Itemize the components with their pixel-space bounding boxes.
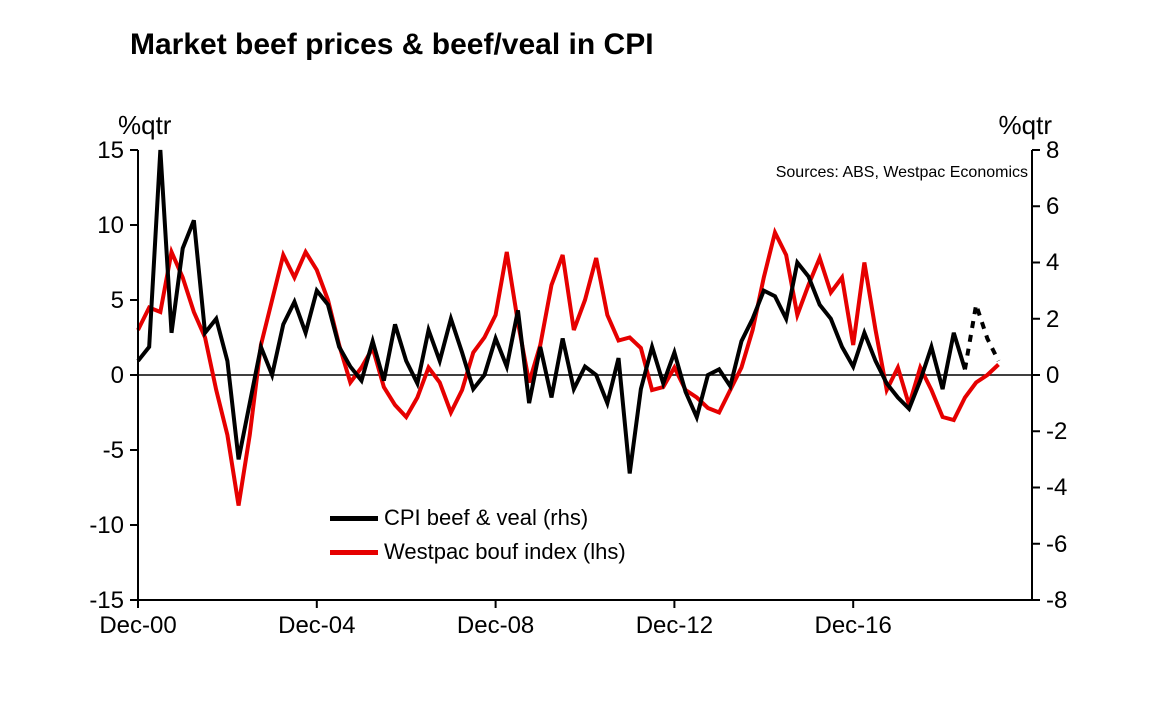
y-right-tick-label: 2 (1046, 306, 1059, 334)
y-right-tick-label: 6 (1046, 193, 1059, 221)
y-left-tick-label: 15 (97, 137, 124, 165)
y-right-tick-label: 4 (1046, 249, 1059, 277)
y-left-unit: %qtr (118, 110, 171, 141)
y-left-tick-label: 10 (97, 212, 124, 240)
y-right-tick-label: -2 (1046, 418, 1067, 446)
y-right-tick-label: 8 (1046, 137, 1059, 165)
x-tick-label: Dec-04 (262, 612, 372, 640)
legend-item: CPI beef & veal (rhs) (330, 505, 626, 531)
series-forecast-dashed (965, 305, 999, 370)
x-tick-label: Dec-08 (441, 612, 551, 640)
y-right-tick-label: 0 (1046, 362, 1059, 390)
y-left-tick-label: -10 (89, 512, 124, 540)
legend-swatch (330, 516, 378, 521)
y-right-tick-label: -6 (1046, 531, 1067, 559)
sources-label: Sources: ABS, Westpac Economics (776, 164, 1028, 182)
x-tick-label: Dec-12 (619, 612, 729, 640)
y-left-tick-label: 0 (111, 362, 124, 390)
y-right-tick-label: -4 (1046, 474, 1067, 502)
x-tick-label: Dec-16 (798, 612, 908, 640)
chart-container: Market beef prices & beef/veal in CPI %q… (0, 0, 1160, 704)
y-left-tick-label: -5 (103, 437, 124, 465)
legend-label: Westpac bouf index (lhs) (384, 539, 626, 565)
series-cpi_beef_veal_rhs (138, 150, 965, 473)
legend-item: Westpac bouf index (lhs) (330, 539, 626, 565)
legend-label: CPI beef & veal (rhs) (384, 505, 588, 531)
y-right-unit: %qtr (999, 110, 1052, 141)
legend-swatch (330, 550, 378, 555)
y-left-tick-label: -15 (89, 587, 124, 615)
chart-svg (0, 0, 1160, 704)
y-left-tick-label: 5 (111, 287, 124, 315)
legend: CPI beef & veal (rhs) Westpac bouf index … (330, 505, 626, 565)
y-right-tick-label: -8 (1046, 587, 1067, 615)
x-tick-label: Dec-00 (83, 612, 193, 640)
